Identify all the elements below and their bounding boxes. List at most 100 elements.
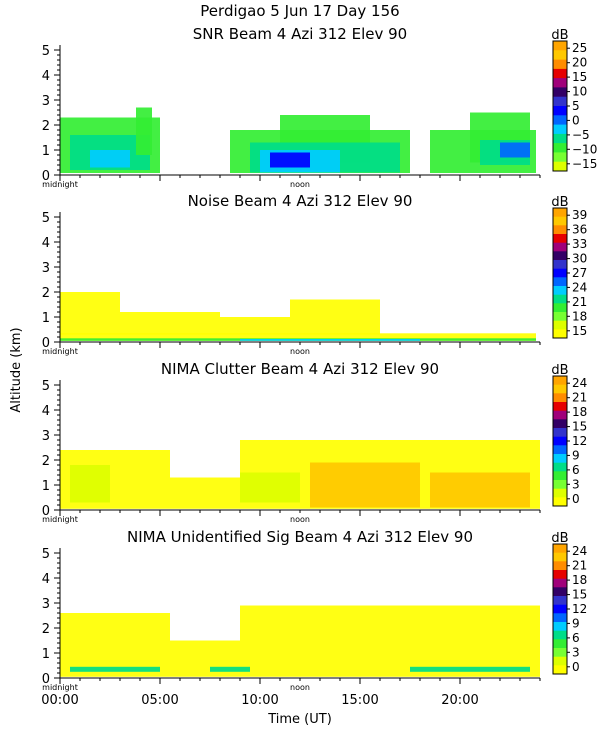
- colorbar-label: 15: [572, 588, 587, 602]
- colorbar-label: 15: [572, 324, 587, 338]
- colorbar-swatch: [553, 393, 567, 403]
- colorbar-label: −5: [572, 128, 590, 142]
- data-region: [210, 666, 250, 672]
- y-tick-label: 1: [42, 479, 50, 494]
- data-region: [170, 477, 240, 509]
- colorbar-swatch: [553, 436, 567, 446]
- colorbar-label: 24: [572, 376, 587, 390]
- colorbar-label: 10: [572, 85, 587, 99]
- colorbar-swatch: [553, 41, 567, 51]
- colorbar-label: 18: [572, 309, 587, 323]
- colorbar-unit: dB: [551, 363, 568, 378]
- colorbar-swatch: [553, 320, 567, 330]
- y-tick-label: 5: [42, 44, 50, 59]
- data-region: [430, 472, 530, 508]
- colorbar-swatch: [553, 604, 567, 614]
- colorbar-swatch: [553, 376, 567, 386]
- y-tick-label: 4: [42, 69, 50, 84]
- colorbar-swatch: [553, 622, 567, 632]
- colorbar-label: 25: [572, 41, 587, 55]
- colorbar-swatch: [553, 630, 567, 640]
- colorbar-swatch: [553, 242, 567, 252]
- colorbar-swatch: [553, 115, 567, 126]
- data-region: [290, 299, 380, 335]
- data-region: [500, 142, 530, 158]
- y-tick-label: 4: [42, 572, 50, 587]
- colorbar-swatch: [553, 462, 567, 472]
- noon-label: noon: [290, 347, 310, 356]
- colorbar-swatch: [553, 648, 567, 658]
- colorbar-swatch: [553, 454, 567, 464]
- colorbar-swatch: [553, 251, 567, 261]
- panel-3: NIMA Clutter Beam 4 Azi 312 Elev 9001234…: [42, 360, 588, 524]
- colorbar-swatch: [553, 225, 567, 235]
- data-region: [410, 666, 530, 672]
- colorbar-swatch: [553, 208, 567, 218]
- colorbar-label: 18: [572, 573, 587, 587]
- panel-4: NIMA Unidentified Sig Beam 4 Azi 312 Ele…: [41, 528, 587, 708]
- colorbar-swatch: [553, 613, 567, 623]
- colorbar-swatch: [553, 286, 567, 296]
- x-tick-label: 10:00: [241, 693, 278, 708]
- colorbar-label: 36: [572, 223, 587, 237]
- colorbar-swatch: [553, 124, 567, 135]
- y-tick-label: 3: [42, 94, 50, 109]
- colorbar-label: 21: [572, 391, 587, 405]
- colorbar-label: 20: [572, 56, 587, 70]
- y-tick-label: 1: [42, 647, 50, 662]
- midnight-label: midnight: [42, 683, 78, 692]
- panels: SNR Beam 4 Azi 312 Elev 90012345midnight…: [41, 25, 597, 708]
- colorbar-swatch: [553, 294, 567, 304]
- panel-title: NIMA Unidentified Sig Beam 4 Azi 312 Ele…: [127, 528, 473, 546]
- colorbar-swatch: [553, 561, 567, 571]
- y-tick-label: 5: [42, 379, 50, 394]
- data-region: [60, 613, 170, 677]
- colorbar-swatch: [553, 143, 567, 153]
- x-axis-label: Time (UT): [267, 712, 332, 727]
- colorbar-label: −15: [572, 157, 597, 171]
- colorbar-swatch: [553, 419, 567, 429]
- colorbar-swatch: [553, 234, 567, 244]
- colorbar-label: 33: [572, 237, 587, 251]
- data-region: [60, 333, 536, 341]
- colorbar-swatch: [553, 312, 567, 322]
- x-tick-label: 00:00: [41, 693, 78, 708]
- colorbar-label: 5: [572, 99, 580, 113]
- colorbar-label: 39: [572, 208, 587, 222]
- data-region: [70, 465, 110, 503]
- colorbar-swatch: [553, 639, 567, 649]
- data-region: [120, 312, 220, 335]
- colorbar-swatch: [553, 384, 567, 394]
- colorbar-swatch: [553, 96, 567, 107]
- colorbar-swatch: [553, 596, 567, 606]
- colorbar-label: 12: [572, 434, 587, 448]
- y-tick-label: 5: [42, 547, 50, 562]
- colorbar-swatch: [553, 161, 567, 172]
- y-tick-label: 1: [42, 144, 50, 159]
- data-region: [270, 152, 310, 168]
- colorbar-swatch: [553, 665, 567, 675]
- colorbar-swatch: [553, 152, 567, 163]
- colorbar-label: 21: [572, 295, 587, 309]
- colorbar-swatch: [553, 303, 567, 313]
- midnight-label: midnight: [42, 180, 78, 189]
- colorbar-label: 12: [572, 602, 587, 616]
- colorbar-unit: dB: [551, 531, 568, 546]
- colorbar-swatch: [553, 133, 567, 144]
- y-tick-label: 2: [42, 119, 50, 134]
- colorbar-swatch: [553, 471, 567, 481]
- y-tick-label: 1: [42, 311, 50, 326]
- colorbar-swatch: [553, 216, 567, 226]
- colorbar-label: 0: [572, 113, 580, 127]
- colorbar-label: 24: [572, 280, 587, 294]
- colorbar-label: 27: [572, 266, 587, 280]
- y-tick-label: 4: [42, 236, 50, 251]
- y-tick-label: 2: [42, 286, 50, 301]
- colorbar-swatch: [553, 78, 567, 88]
- y-tick-label: 5: [42, 211, 50, 226]
- y-tick-label: 3: [42, 597, 50, 612]
- data-region: [240, 605, 540, 677]
- colorbar-label: 0: [572, 660, 580, 674]
- data-region: [136, 107, 152, 155]
